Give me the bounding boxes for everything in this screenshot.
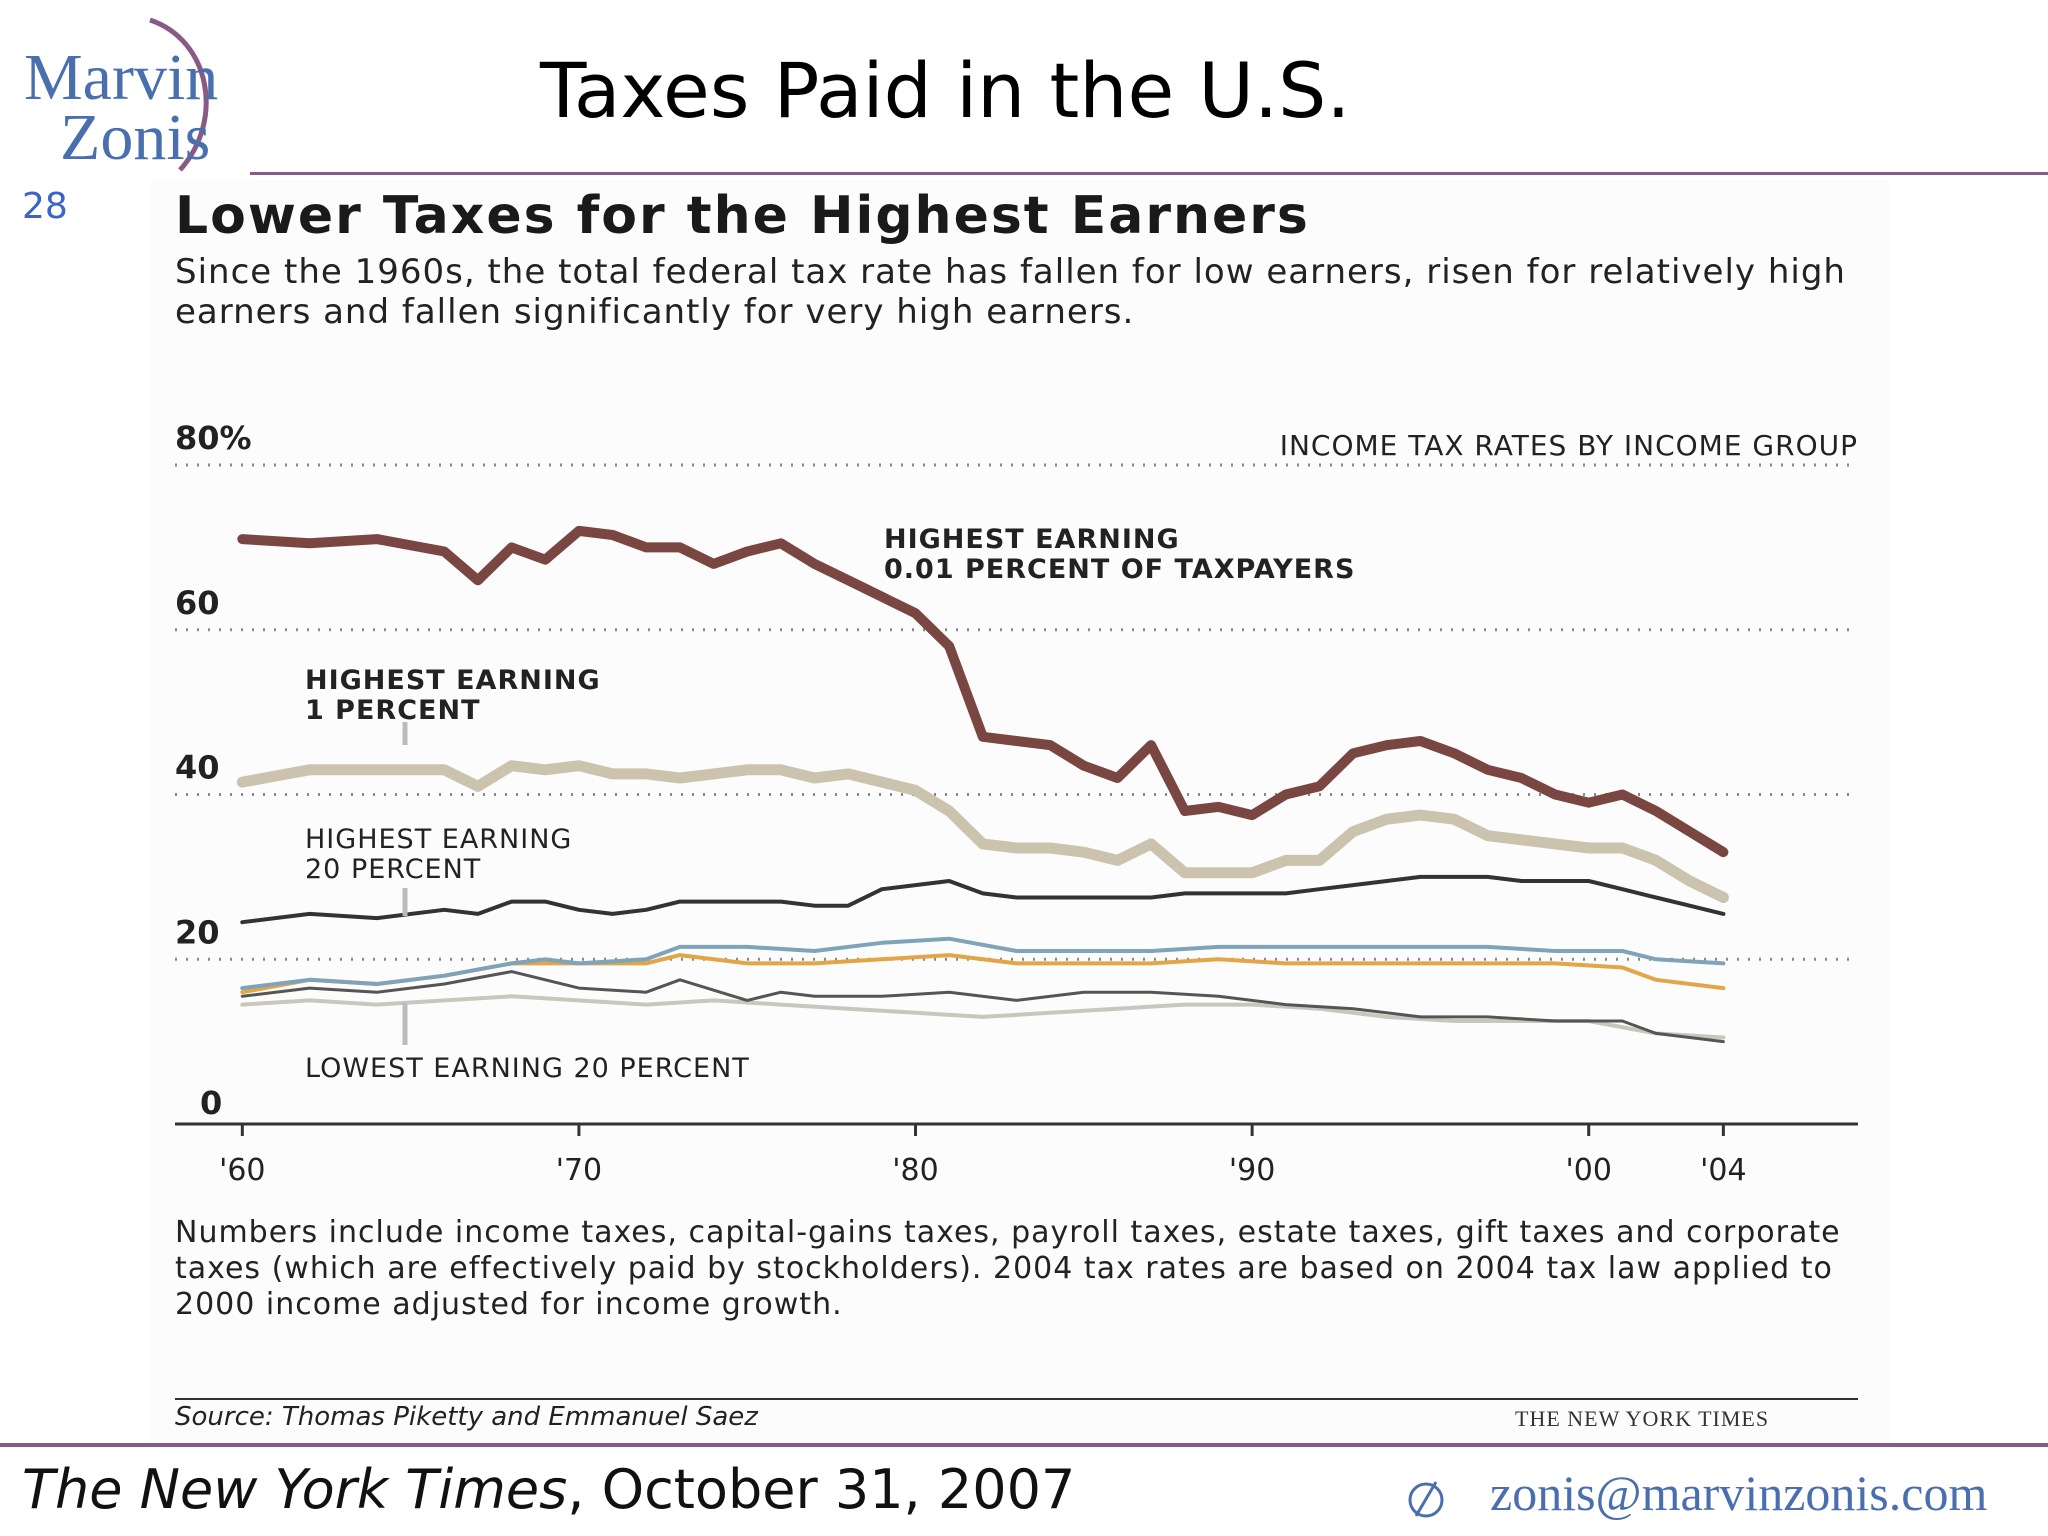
logo-swoosh-icon <box>149 17 209 172</box>
label-top-001: HIGHEST EARNING <box>884 524 1180 555</box>
chart-subtitle: Since the 1960s, the total federal tax r… <box>175 252 1846 332</box>
series-line <box>240 994 1726 1040</box>
y-tick-label: 80% <box>175 419 252 457</box>
marvin-zonis-logo: Marvin Zonis <box>20 10 250 180</box>
label-top-20: 20 PERCENT <box>305 854 481 885</box>
x-tick-label: '80 <box>892 1153 938 1188</box>
source-divider <box>175 1398 1858 1400</box>
publisher-credit: THE NEW YORK TIMES <box>1515 1406 1770 1431</box>
caption-date: , October 31, 2007 <box>567 1458 1076 1521</box>
x-tick-label: '04 <box>1700 1153 1746 1188</box>
pen-icon <box>1408 1481 1444 1518</box>
caption-publication: The New York Times <box>22 1458 568 1521</box>
label-top-1: 1 PERCENT <box>305 695 480 726</box>
y-tick-label: 20 <box>175 913 220 951</box>
x-tick-label: '00 <box>1566 1153 1612 1188</box>
panel-label: INCOME TAX RATES BY INCOME GROUP <box>1280 429 1858 462</box>
series-line <box>236 760 1729 903</box>
chart-notes: Numbers include income taxes, capital-ga… <box>175 1215 1841 1322</box>
y-tick-label: 0 <box>200 1084 222 1122</box>
label-top-1: HIGHEST EARNING <box>305 665 601 696</box>
logo-line1: Marvin <box>24 41 219 114</box>
y-tick-label: 60 <box>175 584 220 622</box>
contact-email[interactable]: zonis@marvinzonis.com <box>1490 1465 1988 1521</box>
logo-line2: Zonis <box>60 101 211 174</box>
slide-title: Taxes Paid in the U.S. <box>540 46 1351 135</box>
series-line <box>240 874 1726 925</box>
chart-source: Source: Thomas Piketty and Emmanuel Saez <box>175 1402 758 1432</box>
label-top-20: HIGHEST EARNING <box>305 824 572 855</box>
series-line <box>237 525 1729 858</box>
label-lowest-20: LOWEST EARNING 20 PERCENT <box>305 1053 750 1084</box>
y-tick-label: 40 <box>175 749 220 787</box>
chart-panel <box>150 180 1890 1442</box>
series-line <box>240 970 1725 1044</box>
title-divider <box>250 172 2048 175</box>
slide-caption: The New York Times, October 31, 2007 <box>22 1458 1075 1521</box>
x-tick-label: '90 <box>1229 1153 1275 1188</box>
slide-number: 28 <box>22 186 68 227</box>
label-top-001: 0.01 PERCENT OF TAXPAYERS <box>884 554 1355 585</box>
series-line <box>240 936 1726 991</box>
chart-title: Lower Taxes for the Highest Earners <box>175 186 1310 246</box>
footer-divider <box>0 1443 2048 1447</box>
x-tick-label: '70 <box>556 1153 602 1188</box>
x-tick-label: '60 <box>219 1153 265 1188</box>
